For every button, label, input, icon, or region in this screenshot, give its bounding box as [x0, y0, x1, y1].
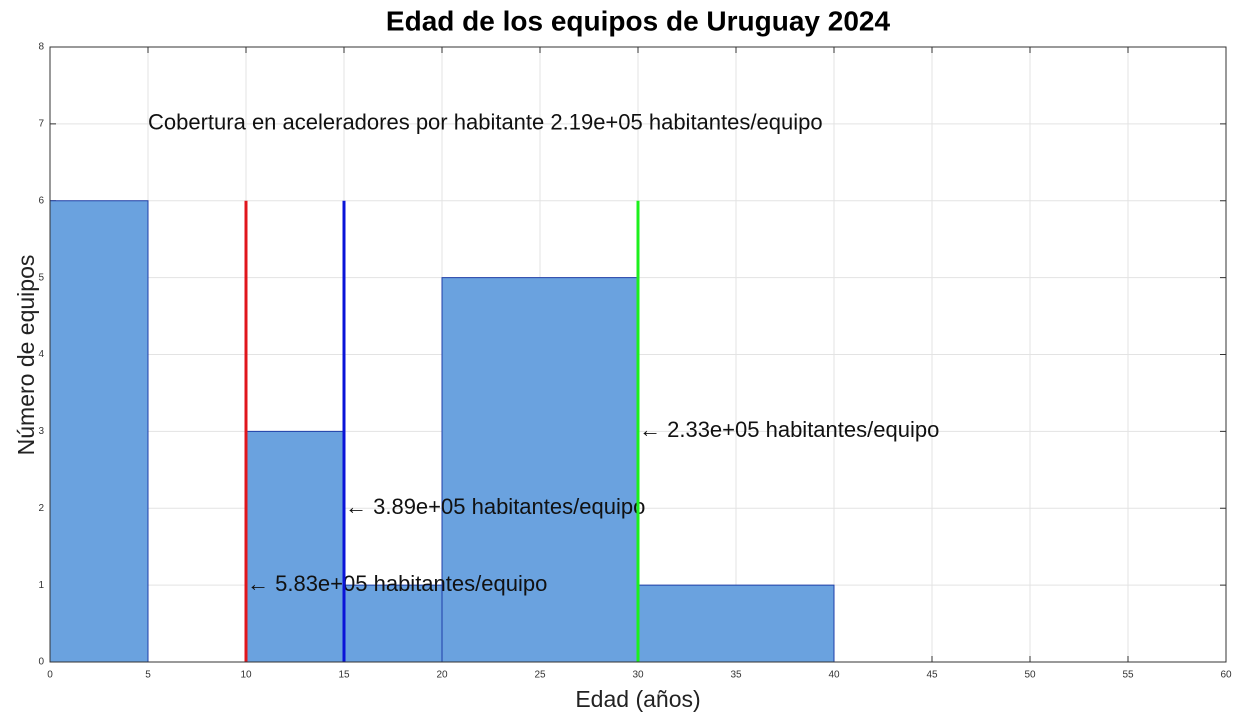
- x-tick-label: 5: [145, 670, 151, 681]
- y-tick-label: 2: [38, 503, 44, 514]
- y-axis-label: Número de equipos: [13, 255, 39, 456]
- x-tick-label: 30: [632, 670, 644, 681]
- annotation: Cobertura en aceleradores por habitante …: [148, 110, 823, 135]
- x-tick-label: 0: [47, 670, 53, 681]
- x-tick-label: 55: [1122, 670, 1134, 681]
- plot-frame: [49, 46, 1227, 663]
- x-tick-label: 15: [338, 670, 350, 681]
- x-tick-label: 50: [1024, 670, 1036, 681]
- y-tick-label: 3: [38, 426, 44, 437]
- bar: [245, 430, 345, 663]
- y-tick-label: 1: [38, 580, 44, 591]
- bar: [49, 200, 149, 663]
- bar: [343, 584, 443, 663]
- x-tick-label: 40: [828, 670, 840, 681]
- line-annotation: ← 2.33e+05 habitantes/equipo: [639, 417, 939, 442]
- x-tick-label: 10: [240, 670, 252, 681]
- bar: [637, 584, 835, 663]
- line-annotation: ← 3.89e+05 habitantes/equipo: [345, 494, 645, 519]
- x-tick-label: 45: [926, 670, 938, 681]
- x-tick-label: 35: [730, 670, 742, 681]
- bar: [441, 277, 639, 663]
- y-tick-label: 4: [38, 349, 44, 360]
- y-tick-label: 0: [38, 657, 44, 668]
- x-tick-label: 25: [534, 670, 546, 681]
- y-tick-label: 6: [38, 195, 44, 206]
- line-annotation: ← 5.83e+05 habitantes/equipo: [247, 571, 547, 596]
- chart-title: Edad de los equipos de Uruguay 2024: [386, 5, 891, 36]
- x-tick-label: 20: [436, 670, 448, 681]
- y-tick-label: 8: [38, 42, 44, 53]
- x-tick-label: 60: [1220, 670, 1232, 681]
- y-tick-label: 5: [38, 272, 44, 283]
- x-axis-label: Edad (años): [575, 686, 700, 712]
- y-tick-label: 7: [38, 119, 44, 130]
